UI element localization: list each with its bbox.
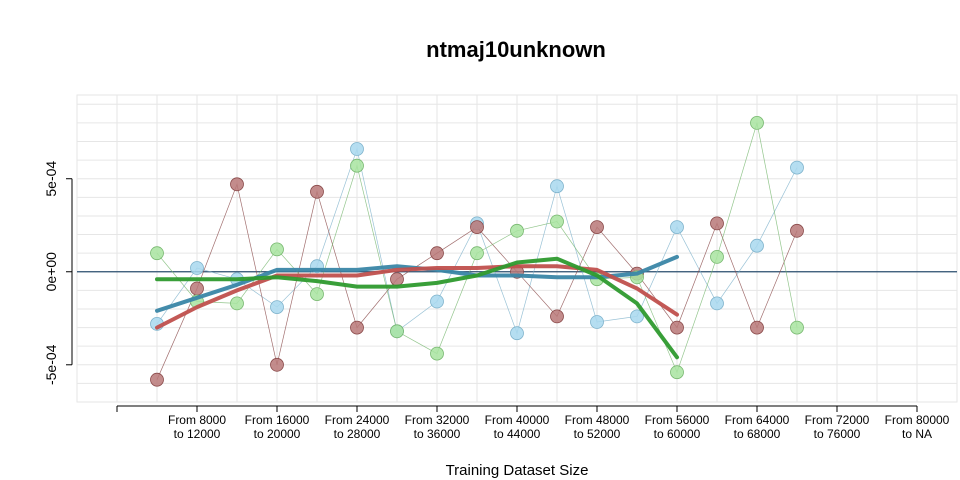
x-tick-label: From 16000: [245, 413, 310, 427]
series-3-point: [350, 158, 364, 173]
x-tick-label: to 76000: [814, 427, 861, 441]
x-tick-label: From 72000: [805, 413, 870, 427]
series-1-point: [550, 179, 564, 194]
series-2-point: [230, 177, 244, 192]
x-tick-label: From 48000: [565, 413, 630, 427]
points: [150, 116, 804, 387]
series-3-point: [470, 246, 484, 261]
series-3-point: [550, 214, 564, 229]
series-1-point: [790, 160, 804, 175]
series-3-point: [390, 324, 404, 339]
series-2-point: [670, 320, 684, 335]
y-tick-label: -5e-04: [43, 344, 59, 385]
series-3-point: [150, 246, 164, 261]
series-2-point: [430, 246, 444, 261]
x-tick-label: to NA: [902, 427, 932, 441]
series-3-trend-line: [155, 256, 679, 360]
series-3-point: [710, 249, 724, 264]
x-tick-label: From 8000: [168, 413, 226, 427]
series-3-point: [430, 346, 444, 361]
x-axis-title: Training Dataset Size: [446, 462, 589, 479]
series-1-point: [510, 326, 524, 341]
series-1-point: [430, 294, 444, 309]
x-tick-label: to 28000: [334, 427, 381, 441]
x-tick-label: From 32000: [405, 413, 470, 427]
series-3-point: [230, 296, 244, 311]
series-3-point: [510, 223, 524, 238]
series-2-point: [790, 223, 804, 238]
series-1-point: [190, 261, 204, 275]
y-tick-label: 0e+00: [43, 252, 59, 292]
x-tick-label: to 44000: [494, 427, 541, 441]
series-2-point: [750, 320, 764, 335]
series-3-point: [310, 287, 324, 302]
x-tick-label: From 80000: [885, 413, 950, 427]
series-2-point: [470, 220, 484, 235]
series-2-trend-line: [155, 264, 679, 330]
plot-frame: [76, 94, 958, 403]
series-1-point: [750, 238, 764, 253]
series-3-point: [790, 320, 804, 335]
series-3-point: [750, 116, 764, 130]
smooth-lines: [155, 254, 679, 360]
series-1-point: [350, 142, 364, 156]
series-2-point: [390, 272, 404, 287]
series-1-point: [270, 300, 284, 315]
series-2-point: [590, 220, 604, 235]
series-2-point: [550, 309, 564, 324]
x-tick-label: to 52000: [574, 427, 621, 441]
series-1-point: [710, 296, 724, 311]
x-tick-label: From 64000: [725, 413, 790, 427]
series-1-point: [670, 220, 684, 235]
series-2-point: [270, 357, 284, 372]
x-tick-label: to 20000: [254, 427, 301, 441]
x-tick-label: From 56000: [645, 413, 710, 427]
series-3-point: [670, 365, 684, 380]
series-2-point: [190, 281, 204, 296]
series-1-point: [630, 309, 644, 324]
x-tick-label: to 36000: [414, 427, 461, 441]
series-2-point: [150, 372, 164, 387]
x-tick-label: to 68000: [734, 427, 781, 441]
x-tick-label: From 24000: [325, 413, 390, 427]
series-2-point: [350, 320, 364, 335]
x-tick-label: to 12000: [174, 427, 221, 441]
y-tick-label: 5e-04: [43, 161, 59, 197]
series-3-point: [270, 242, 284, 257]
series-1-point: [590, 315, 604, 329]
x-tick-label: to 60000: [654, 427, 701, 441]
series-2-point: [310, 184, 324, 199]
series-2-point: [710, 216, 724, 231]
x-tick-label: From 40000: [485, 413, 550, 427]
grid: [76, 94, 958, 403]
chart-title: ntmaj10unknown: [426, 37, 606, 62]
